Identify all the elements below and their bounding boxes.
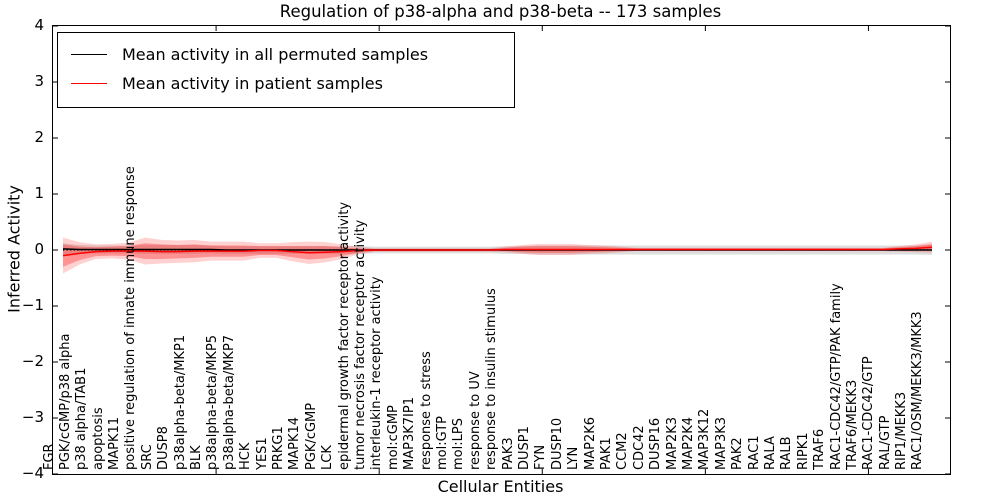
x-tick-label: MAP3K7IP1: [402, 397, 418, 470]
x-tick-label: PGK/cGMP: [303, 402, 319, 470]
x-tick-label: MAP3K12: [697, 408, 713, 470]
x-tick-label: PRKG1: [271, 426, 287, 470]
x-tick-label: apoptosis: [90, 407, 106, 470]
x-tick-label: CCM2: [615, 432, 631, 470]
x-tick-label: mol:cGMP: [385, 405, 401, 470]
legend: Mean activity in all permuted samples Me…: [57, 32, 515, 108]
x-tick-label: CDC42: [631, 425, 647, 470]
x-tick-label: RAC1/OSM/MEKK3/MKK3: [910, 311, 926, 470]
x-tick-label: TRAF6: [812, 428, 828, 470]
x-tick-label: p38alpha-beta/MKP5: [205, 334, 221, 470]
x-tick-label: LYN: [566, 446, 582, 470]
x-tick-label: PGK/cGMP/p38 alpha: [57, 333, 73, 470]
y-tick-label: 2: [34, 128, 44, 146]
x-tick-label: tumor necrosis factor receptor activity: [353, 219, 369, 470]
x-tick-label: PAK3: [500, 437, 516, 470]
x-tick-label: HCK: [238, 442, 254, 470]
x-tick-label: RALA: [762, 436, 778, 470]
x-tick-label: mol:LPS: [451, 418, 467, 470]
x-tick-label: RAL/GTP: [877, 415, 893, 470]
y-tick-label: 4: [34, 16, 44, 34]
x-tick-label: MAP2K3: [664, 416, 680, 470]
x-tick-label: response to UV: [467, 371, 483, 470]
x-tick-label: RAC1-CDC42/GTP: [861, 356, 877, 470]
x-tick-label: MAPK14: [287, 416, 303, 470]
patient-mean-line: [62, 246, 933, 257]
x-tick-label: response to stress: [418, 351, 434, 470]
y-tick-label: −3: [21, 408, 44, 426]
legend-entry-permuted: Mean activity in all permuted samples: [58, 40, 514, 69]
x-tick-label: RIPK1: [795, 432, 811, 470]
x-axis-label: Cellular Entities: [437, 477, 564, 496]
x-tick-label: TRAF6/MEKK3: [844, 379, 860, 470]
permuted-line-sample-icon: [71, 54, 107, 55]
x-tick-label: RAC1: [746, 435, 762, 470]
x-tick-label: RAC1-CDC42/GTP/PAK family: [828, 283, 844, 470]
y-tick-label: −1: [21, 296, 44, 314]
x-tick-label: DUSP1: [516, 426, 532, 470]
x-tick-label: DUSP16: [648, 417, 664, 470]
x-tick-label: MAP2K6: [582, 416, 598, 470]
y-tick-label: 3: [34, 72, 44, 90]
x-tick-label: LCK: [320, 445, 336, 470]
x-tick-label: p38alpha-beta/MKP7: [221, 334, 237, 470]
x-tick-label: DUSP10: [549, 417, 565, 470]
chart-title: Regulation of p38-alpha and p38-beta -- …: [279, 2, 722, 21]
x-tick-label: epidermal growth factor receptor activit…: [336, 201, 352, 470]
x-tick-label: FYN: [533, 444, 549, 470]
x-tick-label: FGR: [41, 443, 57, 470]
legend-entry-patient: Mean activity in patient samples: [58, 69, 514, 98]
x-tick-label: RIP1/MEKK3: [894, 391, 910, 470]
patient-samples-spread-outer-band: [63, 237, 932, 274]
legend-label-patient: Mean activity in patient samples: [122, 74, 383, 93]
legend-label-permuted: Mean activity in all permuted samples: [122, 45, 429, 64]
x-tick-label: mol:GTP: [435, 416, 450, 470]
y-tick-label: −2: [21, 352, 44, 370]
x-tick-label: DUSP8: [156, 426, 172, 470]
x-tick-label: p38 alpha/TAB1: [74, 367, 90, 470]
x-tick-label: RALB: [779, 436, 795, 470]
x-tick-label: YES1: [254, 437, 270, 470]
y-tick-label: −4: [21, 464, 44, 482]
x-tick-label: PAK1: [598, 437, 614, 470]
chart-canvas: [53, 26, 950, 474]
plot-area: [52, 25, 951, 475]
x-tick-label: MAP2K4: [680, 416, 696, 470]
x-tick-label: response to insulin stimulus: [484, 288, 500, 470]
x-tick-label: BLK: [189, 445, 205, 470]
x-tick-label: PAK2: [730, 437, 746, 470]
x-tick-label: MAP3K3: [713, 416, 729, 470]
x-tick-label: MAPK11: [107, 416, 123, 470]
x-tick-label: p38alpha-beta/MKP1: [172, 334, 188, 470]
patient-line-sample-icon: [71, 83, 107, 84]
x-tick-label: interleukin-1 receptor activity: [369, 276, 385, 470]
x-tick-label: positive regulation of innate immune res…: [123, 166, 139, 470]
y-tick-label: 0: [34, 240, 44, 258]
x-tick-label: SRC: [139, 444, 155, 470]
y-tick-label: 1: [34, 184, 44, 202]
